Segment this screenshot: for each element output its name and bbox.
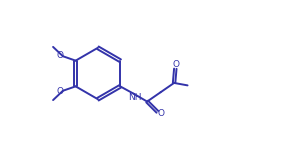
- Text: O: O: [56, 51, 63, 60]
- Text: O: O: [56, 87, 63, 96]
- Text: O: O: [158, 109, 165, 118]
- Text: NH: NH: [128, 93, 141, 102]
- Text: O: O: [172, 60, 179, 69]
